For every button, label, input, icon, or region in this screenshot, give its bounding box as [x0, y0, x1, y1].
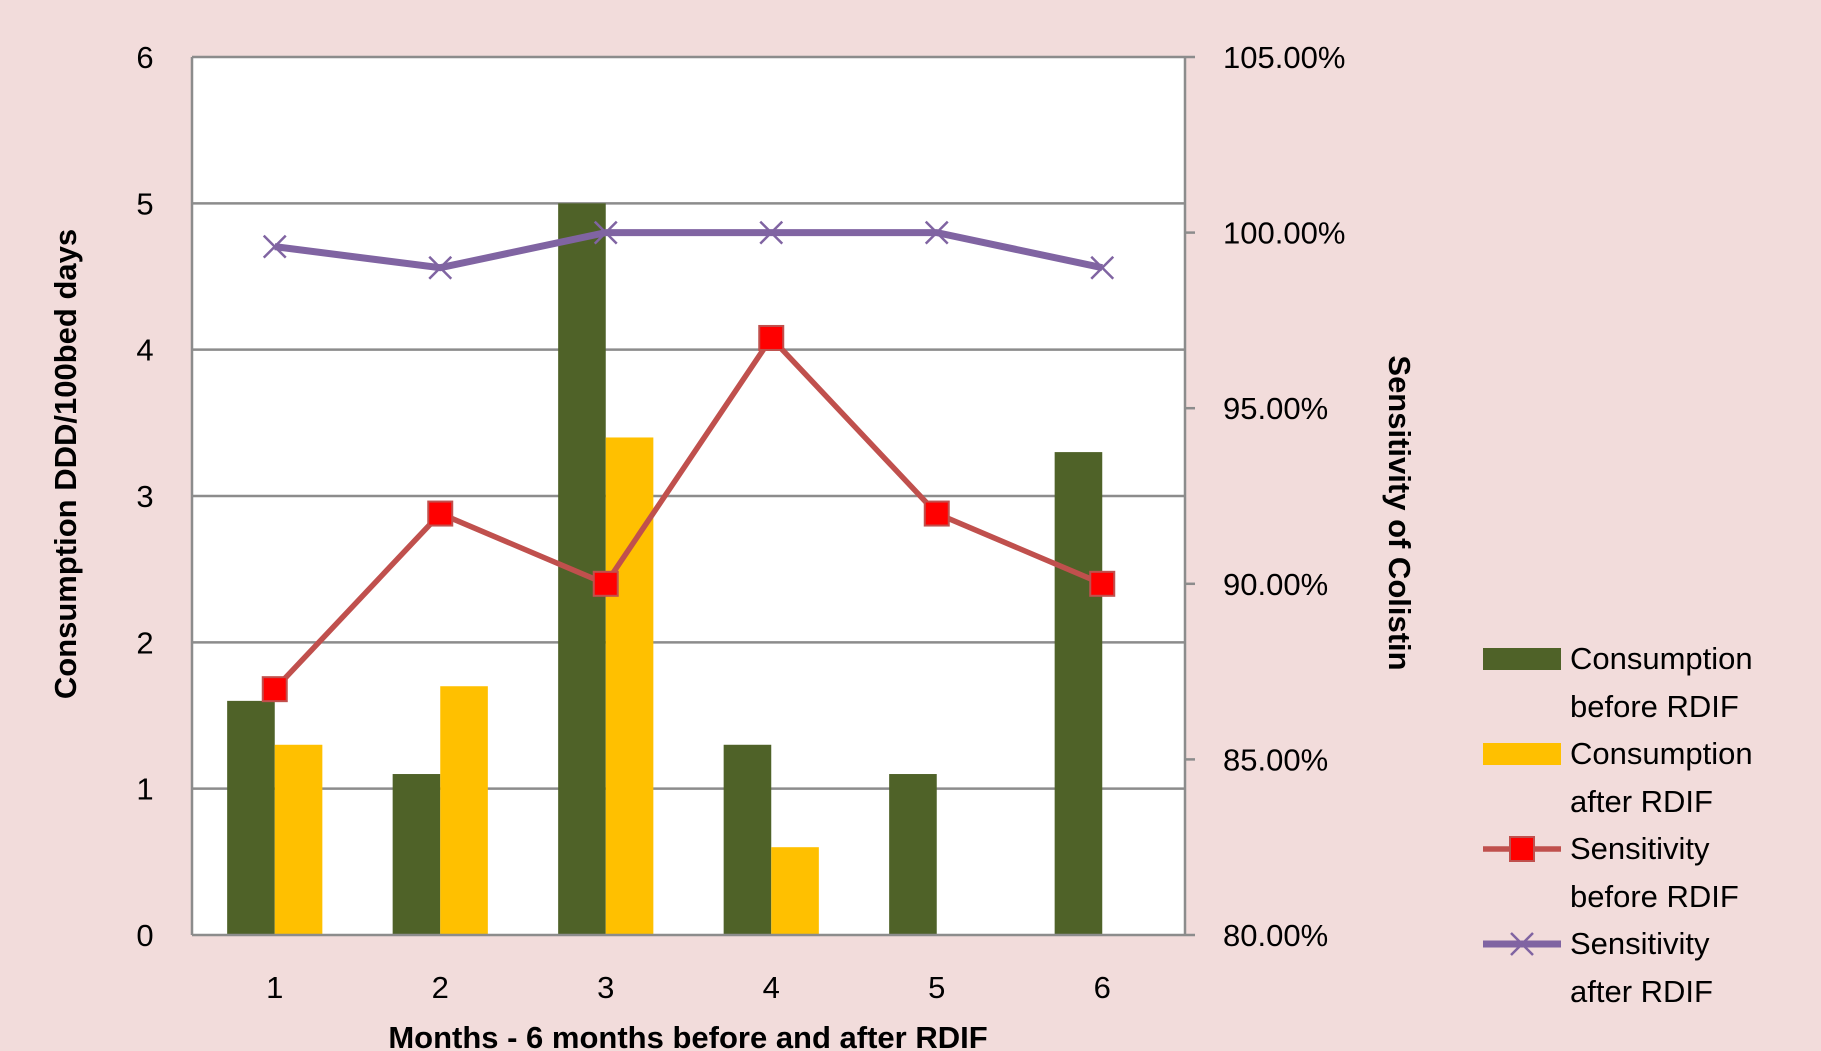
- marker-sensitivity-before-rdif: [1089, 570, 1116, 597]
- y2-axis-title: Sensitivity of Colistin: [1382, 355, 1417, 670]
- bar-consumption-after-rdif: [605, 437, 654, 935]
- y2-tick-label: 105.00%: [1223, 40, 1345, 75]
- legend-label: before RDIF: [1570, 689, 1739, 724]
- legend-marker: [1510, 932, 1534, 956]
- bar-consumption-after-rdif: [440, 686, 488, 935]
- x-tick-label: 2: [432, 970, 449, 1005]
- bar-consumption-before-rdif: [1054, 452, 1103, 935]
- y-tick-label: 6: [136, 40, 153, 75]
- y-tick-label: 3: [136, 479, 153, 514]
- y2-tick-label: 90.00%: [1223, 567, 1328, 602]
- line-sensitivity-before-rdif: [272, 333, 1104, 692]
- marker-sensitivity-before-rdif: [427, 500, 454, 527]
- marker-sensitivity-before-rdif: [923, 500, 950, 527]
- bar-consumption-after-rdif: [274, 744, 323, 935]
- marker-sensitivity-after-rdif: [593, 220, 618, 245]
- legend-label: Sensitivity: [1570, 926, 1710, 961]
- legend: Consumption before RDIF Consumption after R…: [1483, 641, 1753, 1009]
- marker-sensitivity-before-rdif: [592, 570, 619, 597]
- marker-sensitivity-after-rdif: [759, 220, 784, 245]
- y2-tick-label: 100.00%: [1223, 216, 1345, 251]
- y2-tick-label: 85.00%: [1223, 742, 1328, 777]
- legend-label: after RDIF: [1570, 974, 1713, 1009]
- marker-sensitivity-after-rdif: [924, 220, 949, 245]
- marker-sensitivity-before-rdif: [758, 324, 785, 351]
- marker-sensitivity-after-rdif: [428, 255, 453, 280]
- x-tick-label: 5: [928, 970, 945, 1005]
- bar-consumption-before-rdif: [227, 700, 275, 935]
- bar-consumption-after-rdif: [771, 847, 819, 935]
- y-tick-label: 0: [136, 918, 153, 953]
- y-tick-label: 1: [136, 772, 153, 807]
- legend-label: before RDIF: [1570, 879, 1739, 914]
- y-tick-label: 5: [136, 186, 153, 221]
- x-tick-label: 1: [266, 970, 283, 1005]
- line-sensitivity-after-rdif: [274, 229, 1103, 272]
- y2-tick-label: 80.00%: [1223, 918, 1328, 953]
- x-tick-label: 3: [597, 970, 614, 1005]
- y-tick-label: 4: [136, 333, 153, 368]
- marker-sensitivity-after-rdif: [1090, 255, 1115, 280]
- x-tick-label: 4: [763, 970, 780, 1005]
- bar-consumption-before-rdif: [392, 774, 441, 935]
- y-tick-label: 2: [136, 625, 153, 660]
- x-axis-title: Months - 6 months before and after RDIF: [388, 1020, 987, 1051]
- x-tick-label: 6: [1094, 970, 1111, 1005]
- marker-sensitivity-before-rdif: [261, 676, 288, 703]
- marker-sensitivity-after-rdif: [262, 234, 287, 259]
- legend-swatch: [1483, 648, 1561, 670]
- bar-consumption-before-rdif: [723, 744, 772, 935]
- legend-label: Consumption: [1570, 641, 1753, 676]
- legend-marker: [1509, 836, 1535, 862]
- y2-tick-label: 95.00%: [1223, 391, 1328, 426]
- legend-label: after RDIF: [1570, 784, 1713, 819]
- y-axis-title: Consumption DDD/100bed days: [48, 229, 83, 699]
- legend-label: Sensitivity: [1570, 831, 1710, 866]
- bar-consumption-before-rdif: [889, 774, 937, 935]
- legend-label: Consumption: [1570, 736, 1753, 771]
- legend-swatch: [1483, 743, 1561, 765]
